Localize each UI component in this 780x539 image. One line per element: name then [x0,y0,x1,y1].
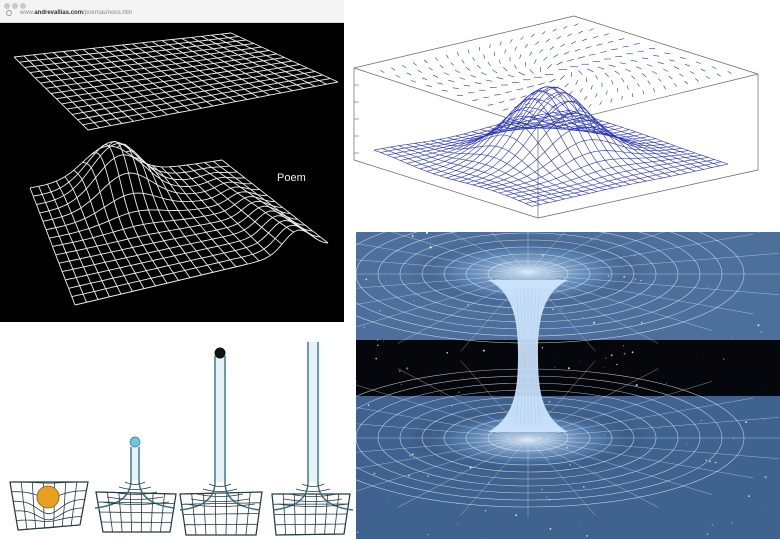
3d-surface-vector-field-plot [346,0,780,222]
black-ball [214,347,226,359]
funnel-short [94,436,177,533]
warped-spacetime-grid-panel: www.andrevallias.com/poemas/nous.htm Poe… [0,0,344,322]
funnels-canvas [9,342,354,536]
window-maximize-icon[interactable] [20,3,26,9]
window-minimize-icon[interactable] [12,3,18,9]
warped-grid [29,140,329,306]
surface-plot-canvas [353,15,759,219]
surface-mesh [373,86,729,207]
flat-grid [13,32,339,131]
blue-ball [129,436,141,448]
gravity-well-funnel-sequence [0,322,356,539]
vector-field-arrows [380,23,732,121]
wormhole-canvas [356,232,780,539]
poem-caption: Poem [277,172,306,184]
funnel-open [271,342,354,536]
wireframe-grids [13,32,339,306]
funnel-tall [179,347,263,536]
wormhole-illustration [356,232,780,539]
browser-url[interactable]: www.andrevallias.com/poemas/nous.htm [20,10,133,16]
funnel-dip [9,481,89,531]
site-globe-icon [6,10,12,16]
plot-box [353,15,759,219]
window-close-icon[interactable] [4,3,10,9]
browser-address-bar: www.andrevallias.com/poemas/nous.htm [0,0,344,23]
orange-ball [36,485,60,509]
